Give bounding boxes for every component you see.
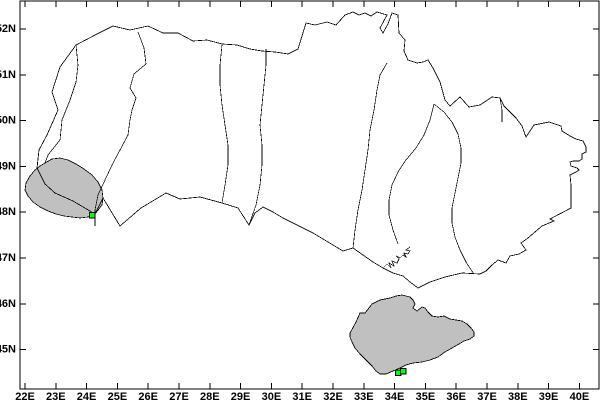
svg-text:26E: 26E (138, 391, 158, 400)
svg-text:37E: 37E (477, 391, 497, 400)
svg-text:52N: 52N (0, 23, 16, 35)
svg-text:36E: 36E (446, 391, 466, 400)
svg-text:24E: 24E (77, 391, 97, 400)
svg-text:32E: 32E (323, 391, 343, 400)
svg-text:27E: 27E (169, 391, 189, 400)
svg-text:34E: 34E (385, 391, 405, 400)
svg-text:33E: 33E (354, 391, 374, 400)
svg-text:48N: 48N (0, 206, 16, 218)
svg-text:30E: 30E (262, 391, 282, 400)
svg-text:35E: 35E (416, 391, 436, 400)
svg-text:29E: 29E (231, 391, 251, 400)
svg-text:31E: 31E (292, 391, 312, 400)
svg-text:23E: 23E (46, 391, 66, 400)
svg-text:46N: 46N (0, 298, 16, 310)
svg-text:51N: 51N (0, 69, 16, 81)
svg-text:45N: 45N (0, 344, 16, 356)
svg-text:39E: 39E (539, 391, 559, 400)
svg-text:38E: 38E (508, 391, 528, 400)
svg-text:28E: 28E (200, 391, 220, 400)
svg-text:25E: 25E (108, 391, 128, 400)
svg-text:22E: 22E (15, 391, 35, 400)
svg-text:50N: 50N (0, 115, 16, 127)
svg-text:49N: 49N (0, 160, 16, 172)
svg-text:47N: 47N (0, 252, 16, 264)
svg-text:40E: 40E (570, 391, 590, 400)
